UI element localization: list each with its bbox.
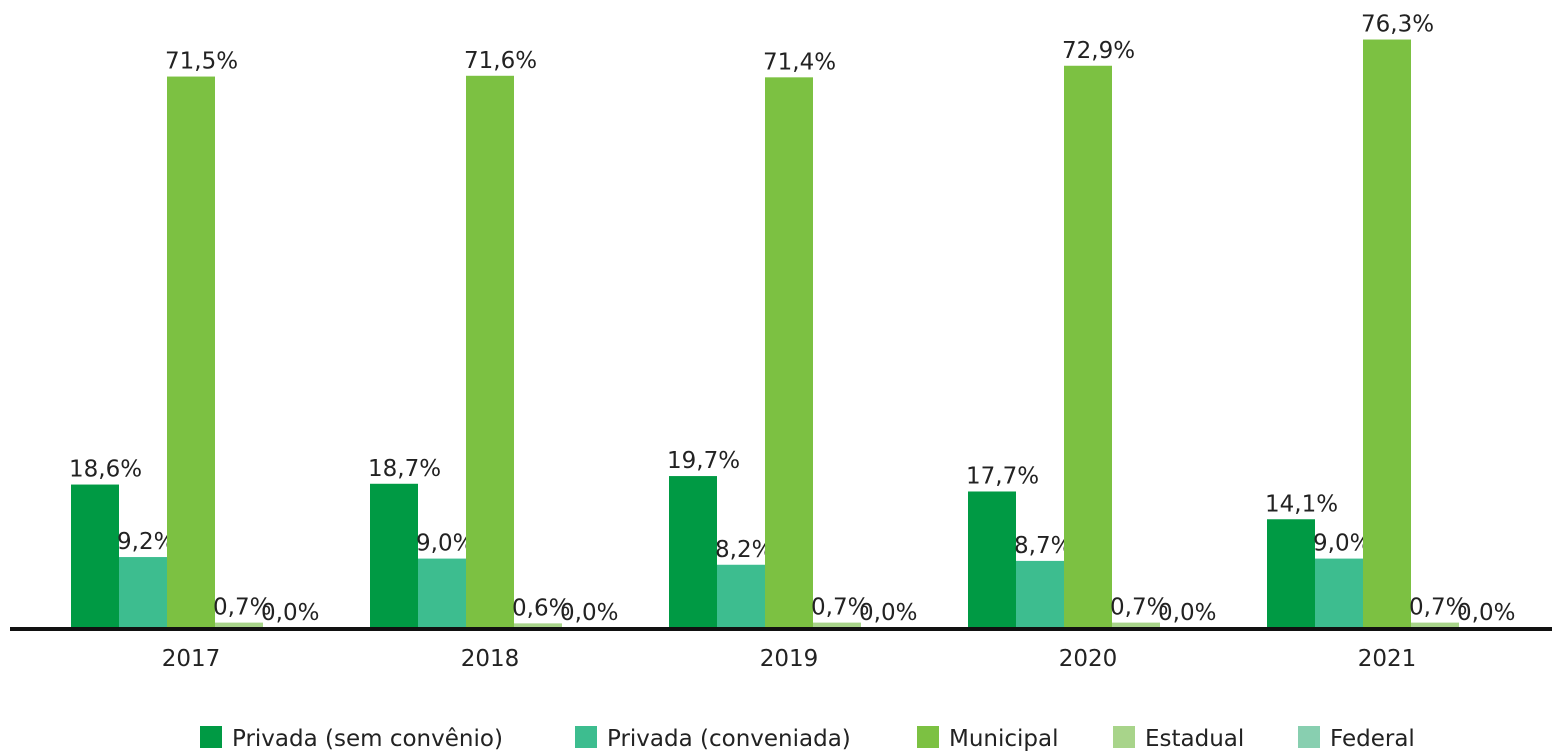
bar bbox=[466, 75, 514, 628]
legend-swatch bbox=[575, 726, 597, 748]
value-label: 0,0% bbox=[859, 600, 917, 626]
bar bbox=[1016, 560, 1064, 628]
value-label: 9,2% bbox=[117, 529, 175, 555]
legend-label: Privada (sem convênio) bbox=[232, 726, 503, 752]
bar bbox=[167, 76, 215, 628]
x-tick-label: 2018 bbox=[461, 646, 520, 672]
legend-swatch bbox=[1298, 726, 1320, 748]
value-label: 0,6% bbox=[512, 595, 570, 621]
value-label: 71,4% bbox=[763, 49, 836, 75]
bar bbox=[968, 491, 1016, 628]
value-label: 76,3% bbox=[1361, 12, 1434, 38]
bar bbox=[1112, 622, 1160, 628]
value-label: 0,0% bbox=[560, 600, 618, 626]
bar bbox=[669, 476, 717, 628]
legend-label: Privada (conveniada) bbox=[607, 726, 851, 752]
value-label: 0,0% bbox=[261, 600, 319, 626]
value-label: 0,7% bbox=[811, 595, 869, 621]
legend-label: Municipal bbox=[949, 726, 1059, 752]
bar bbox=[215, 622, 263, 628]
bar bbox=[1363, 39, 1411, 628]
value-label: 0,7% bbox=[1409, 595, 1467, 621]
value-label: 71,5% bbox=[165, 49, 238, 75]
x-tick-label: 2019 bbox=[760, 646, 819, 672]
value-label: 9,0% bbox=[416, 531, 474, 557]
value-label: 8,2% bbox=[715, 537, 773, 563]
legend-swatch bbox=[200, 726, 222, 748]
bar bbox=[418, 558, 466, 628]
value-label: 8,7% bbox=[1014, 533, 1072, 559]
bar bbox=[71, 484, 119, 628]
bar bbox=[717, 564, 765, 628]
x-tick-label: 2021 bbox=[1358, 646, 1417, 672]
bar bbox=[119, 557, 167, 628]
bar bbox=[813, 622, 861, 628]
bar bbox=[370, 483, 418, 628]
legend-swatch bbox=[1113, 726, 1135, 748]
bar bbox=[765, 77, 813, 628]
value-label: 71,6% bbox=[464, 48, 537, 74]
x-tick-label: 2017 bbox=[162, 646, 221, 672]
value-label: 18,6% bbox=[69, 457, 142, 483]
legend-swatch bbox=[917, 726, 939, 748]
x-tick-label: 2020 bbox=[1059, 646, 1118, 672]
value-label: 9,0% bbox=[1313, 531, 1371, 557]
bar bbox=[1064, 65, 1112, 629]
bar bbox=[1267, 519, 1315, 628]
value-label: 14,1% bbox=[1265, 491, 1338, 517]
legend-label: Estadual bbox=[1145, 726, 1244, 752]
value-label: 19,7% bbox=[667, 448, 740, 474]
bar bbox=[514, 623, 562, 628]
bar bbox=[1315, 558, 1363, 628]
value-label: 0,7% bbox=[213, 595, 271, 621]
legend-label: Federal bbox=[1330, 726, 1415, 752]
value-label: 0,0% bbox=[1158, 600, 1216, 626]
value-label: 72,9% bbox=[1062, 38, 1135, 64]
value-label: 0,0% bbox=[1457, 600, 1515, 626]
value-label: 17,7% bbox=[966, 463, 1039, 489]
value-label: 18,7% bbox=[368, 456, 441, 482]
value-label: 0,7% bbox=[1110, 595, 1168, 621]
bar bbox=[1411, 622, 1459, 628]
